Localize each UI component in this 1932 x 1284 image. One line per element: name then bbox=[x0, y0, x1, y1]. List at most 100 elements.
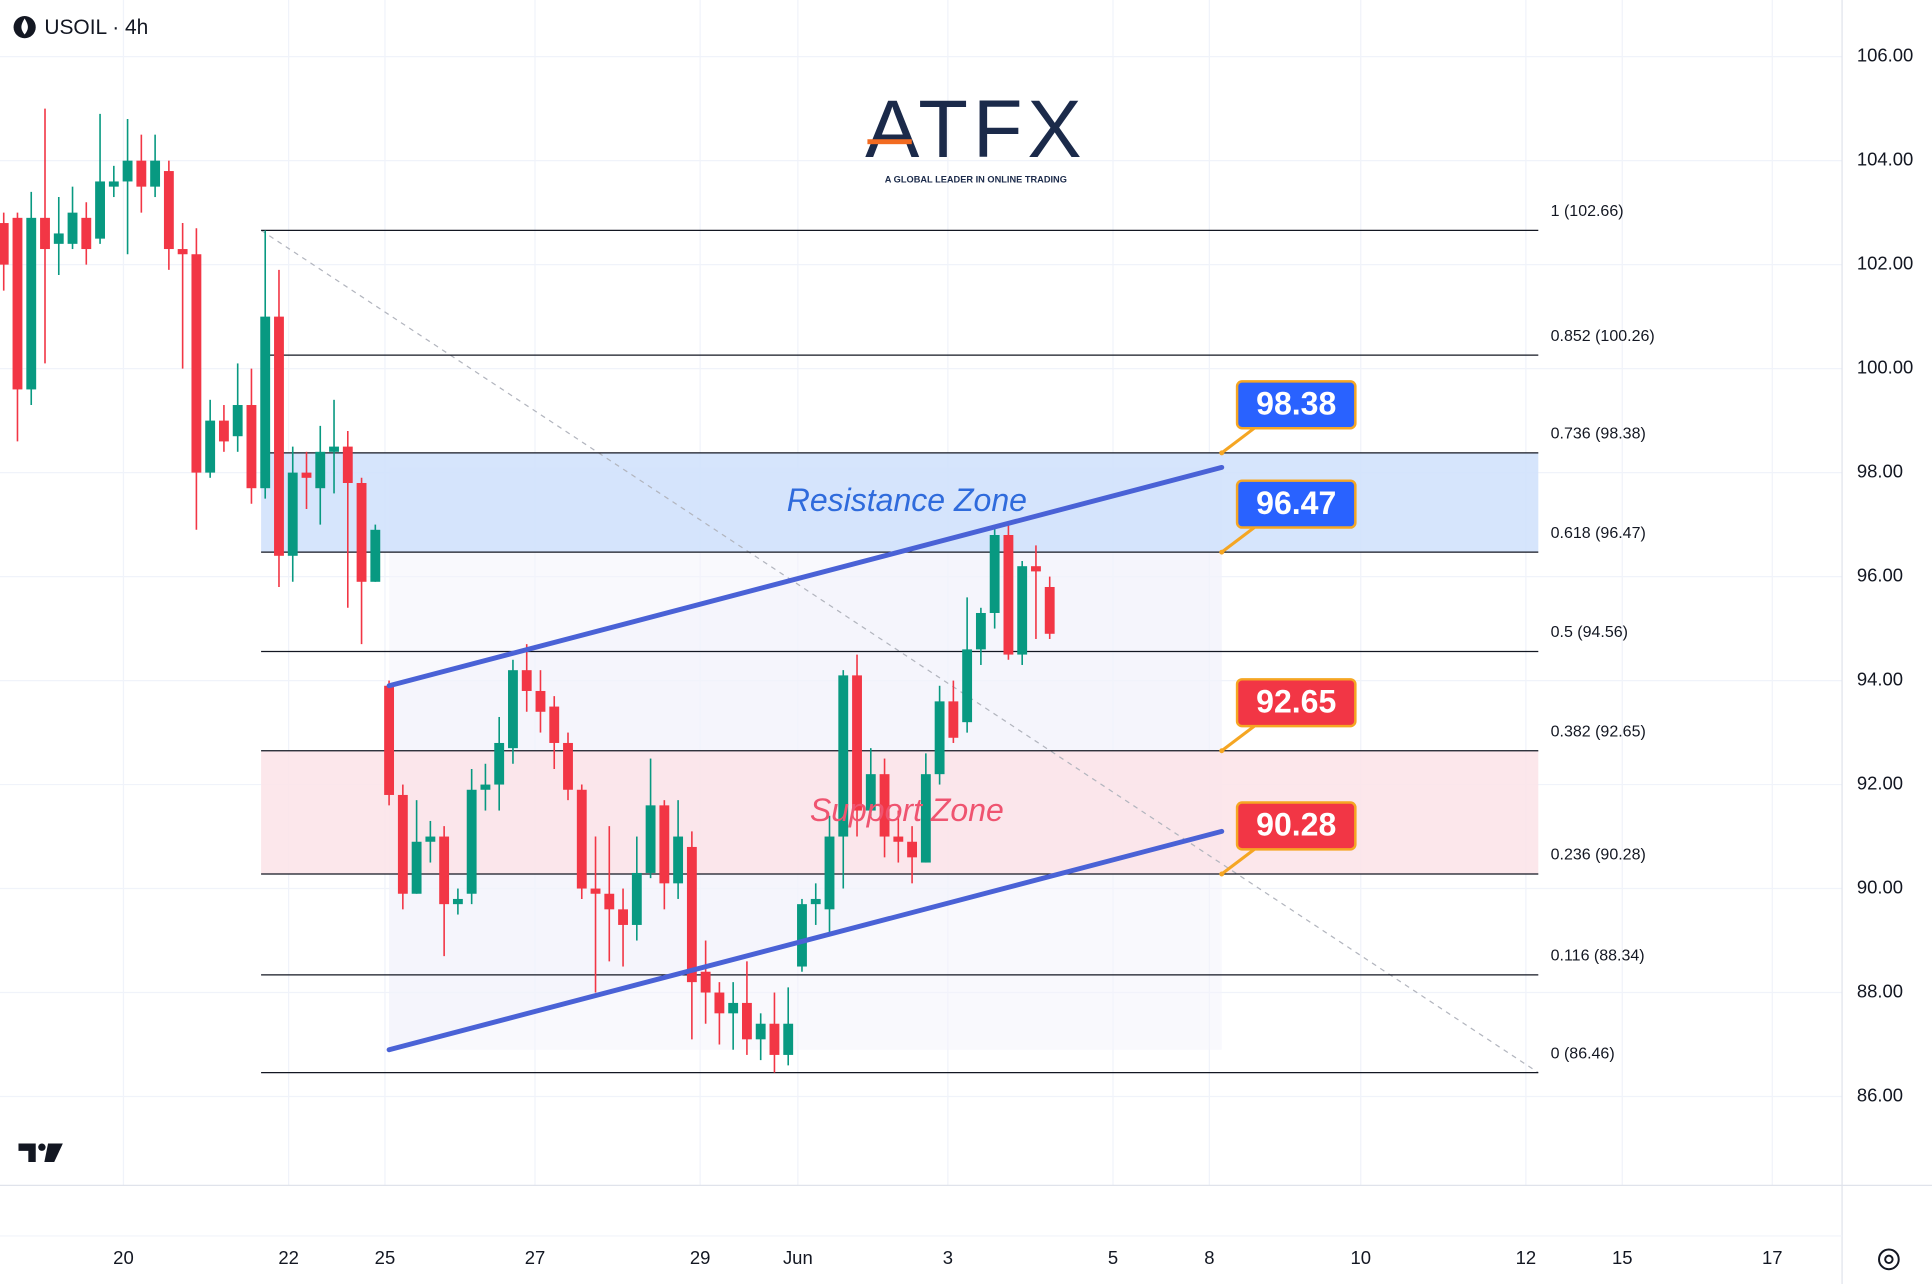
candle-body bbox=[907, 841, 918, 858]
callout-anchor bbox=[1219, 450, 1225, 456]
zone-label: Resistance Zone bbox=[787, 482, 1027, 518]
y-tick-label: 102.00 bbox=[1857, 253, 1913, 274]
fib-trend-line bbox=[260, 229, 1539, 1074]
candle-body bbox=[439, 836, 450, 905]
candle-body bbox=[122, 160, 133, 182]
candle-body bbox=[191, 254, 202, 473]
fib-label: 0.5 (94.56) bbox=[1551, 624, 1628, 641]
y-tick-label: 100.00 bbox=[1857, 356, 1913, 377]
candle-body bbox=[535, 690, 546, 712]
y-tick-label: 90.00 bbox=[1857, 876, 1903, 897]
symbol-icon-drop bbox=[21, 18, 28, 35]
settings-button[interactable] bbox=[1878, 1248, 1900, 1271]
x-tick-label: 15 bbox=[1612, 1247, 1633, 1268]
symbol-title[interactable]: USOIL · 4h bbox=[44, 16, 148, 39]
x-tick-label: 25 bbox=[375, 1247, 396, 1268]
candle-body bbox=[865, 774, 876, 811]
candle-body bbox=[824, 836, 835, 910]
candle-body bbox=[342, 446, 353, 484]
candle-body bbox=[618, 909, 628, 925]
fib-label: 0.236 (90.28) bbox=[1551, 847, 1646, 864]
candle-body bbox=[934, 701, 945, 775]
candle-body bbox=[852, 675, 862, 811]
candle-body bbox=[53, 233, 64, 244]
candle-body bbox=[920, 774, 931, 863]
candle-body bbox=[425, 836, 436, 842]
candle-body bbox=[411, 841, 422, 894]
callout-box bbox=[1235, 801, 1357, 851]
logo: ATFX A GLOBAL LEADER IN ONLINE TRADING bbox=[865, 84, 1082, 184]
channel-line bbox=[386, 464, 1225, 689]
callout-pointer bbox=[1220, 526, 1256, 554]
settings-icon bbox=[1878, 1248, 1900, 1271]
x-tick-label: 8 bbox=[1204, 1247, 1214, 1268]
tv-logo-part bbox=[44, 1143, 63, 1163]
fib-label: 1 (102.66) bbox=[1551, 203, 1624, 220]
candle-body bbox=[232, 405, 243, 437]
candle-body bbox=[879, 774, 890, 837]
candle-body bbox=[893, 836, 904, 842]
candle-body bbox=[962, 649, 973, 723]
y-tick-label: 92.00 bbox=[1857, 772, 1903, 793]
candle-body bbox=[521, 670, 532, 691]
tv-logo-part bbox=[18, 1143, 36, 1163]
candle-body bbox=[246, 405, 257, 489]
callout-anchor bbox=[1219, 549, 1225, 555]
callout-anchor bbox=[1219, 748, 1225, 754]
candle-body bbox=[287, 472, 298, 556]
callout-label: 92.65 bbox=[1256, 683, 1336, 719]
logo-accent bbox=[867, 139, 912, 145]
candle-body bbox=[590, 888, 601, 894]
x-tick-label: 3 bbox=[943, 1247, 953, 1268]
y-tick-label: 94.00 bbox=[1857, 668, 1903, 689]
candle-body bbox=[108, 181, 119, 187]
candle-body bbox=[948, 701, 959, 738]
candle-body bbox=[452, 898, 463, 905]
candle-body bbox=[67, 212, 78, 244]
callout-pointer bbox=[1220, 724, 1256, 752]
fib-label: 0.116 (88.34) bbox=[1551, 948, 1645, 965]
candle-body bbox=[728, 1002, 739, 1014]
callout-box bbox=[1235, 380, 1357, 430]
callout-pointer bbox=[1220, 426, 1256, 455]
candle-body bbox=[769, 1023, 780, 1055]
x-tick-label: 5 bbox=[1108, 1247, 1118, 1268]
x-tick-label: 29 bbox=[690, 1247, 711, 1268]
candle-body bbox=[370, 529, 381, 582]
candle-body bbox=[480, 784, 491, 790]
callout-pointer bbox=[1220, 848, 1256, 876]
x-tick-label: 20 bbox=[113, 1247, 134, 1268]
candle-body bbox=[975, 612, 986, 650]
callout-label: 96.47 bbox=[1256, 485, 1336, 521]
fib-label: 0 (86.46) bbox=[1551, 1045, 1615, 1062]
tradingview-logo[interactable] bbox=[18, 1143, 63, 1163]
x-tick-label: 22 bbox=[278, 1247, 299, 1268]
candle-body bbox=[604, 893, 615, 910]
candle-body bbox=[218, 420, 229, 442]
candle-body bbox=[659, 805, 670, 884]
candle-body bbox=[1044, 586, 1055, 634]
x-tick-label: 10 bbox=[1350, 1247, 1371, 1268]
candle-body bbox=[397, 794, 408, 894]
candle-body bbox=[1031, 566, 1041, 572]
candle-body bbox=[714, 992, 725, 1014]
x-tick-label: 27 bbox=[525, 1247, 546, 1268]
candle-body bbox=[797, 904, 807, 967]
candle-body bbox=[576, 789, 587, 889]
candle-body bbox=[329, 446, 339, 452]
candle-body bbox=[12, 217, 23, 390]
zone-label: Support Zone bbox=[810, 792, 1004, 828]
candle-body bbox=[989, 534, 1000, 613]
x-tick-label: 12 bbox=[1516, 1247, 1537, 1268]
candle-body bbox=[205, 420, 216, 473]
candle-body bbox=[274, 316, 284, 556]
y-tick-label: 96.00 bbox=[1857, 564, 1903, 585]
candle-body bbox=[631, 872, 642, 925]
candle-body bbox=[549, 706, 560, 743]
candle-body bbox=[673, 836, 684, 884]
candle-body bbox=[1003, 534, 1014, 655]
